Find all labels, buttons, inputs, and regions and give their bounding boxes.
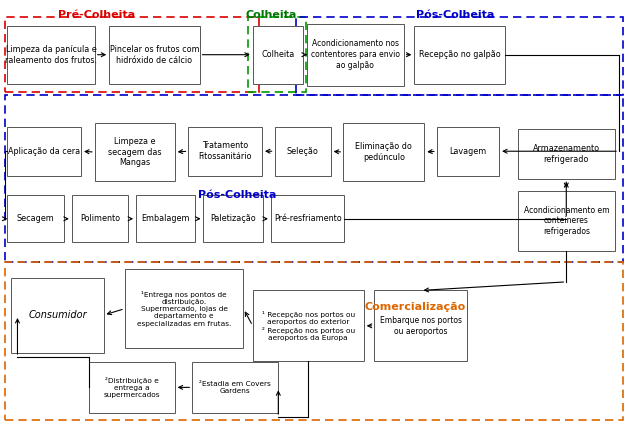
Bar: [275, 127, 331, 176]
Text: Acondicionamento em
conteineres
refrigerados: Acondicionamento em conteineres refriger…: [524, 205, 609, 236]
Bar: [192, 362, 278, 413]
Bar: [95, 123, 175, 181]
Bar: [253, 290, 364, 361]
Bar: [5, 262, 623, 420]
Bar: [518, 129, 615, 179]
Text: Paletização: Paletização: [210, 214, 256, 223]
Text: Limpeza da panícula e
raleamento dos frutos.: Limpeza da panícula e raleamento dos fru…: [5, 45, 97, 65]
Bar: [248, 17, 306, 92]
Text: Pré-resfriamento: Pré-resfriamento: [274, 214, 341, 223]
Bar: [125, 269, 243, 348]
Text: ¹Entrega nos pontos de
distribuição.
Supermercado, lojas de
departamento e
espec: ¹Entrega nos pontos de distribuição. Sup…: [137, 291, 232, 326]
Text: Pós-Colheita: Pós-Colheita: [198, 190, 276, 200]
Bar: [271, 195, 344, 242]
Text: ¹ Recepção nos portos ou
aeroportos do exterior
² Recepção nos portos ou
aeropor: ¹ Recepção nos portos ou aeroportos do e…: [261, 311, 355, 341]
Bar: [374, 290, 467, 361]
Text: Limpeza e
secagem das
Mangas: Limpeza e secagem das Mangas: [108, 137, 162, 167]
Bar: [188, 127, 262, 176]
Bar: [89, 362, 175, 413]
Bar: [414, 26, 505, 84]
Bar: [296, 17, 623, 95]
Bar: [5, 95, 623, 262]
Text: Embalagem: Embalagem: [142, 214, 190, 223]
Text: Consumidor: Consumidor: [28, 310, 87, 320]
Text: ²Distribuição e
entrega a
supermercados: ²Distribuição e entrega a supermercados: [104, 377, 160, 398]
Bar: [203, 195, 263, 242]
Text: Colheita: Colheita: [261, 50, 295, 59]
Bar: [11, 278, 104, 353]
Text: Lavagem: Lavagem: [449, 147, 487, 156]
Text: Seleção: Seleção: [286, 147, 319, 156]
Bar: [7, 195, 64, 242]
Text: Pré-Colheita: Pré-Colheita: [58, 10, 135, 21]
Text: Embarque nos portos
ou aeroportos: Embarque nos portos ou aeroportos: [379, 316, 462, 336]
Text: Tratamento
Fitossanitário: Tratamento Fitossanitário: [198, 141, 252, 161]
Bar: [253, 26, 303, 84]
Bar: [437, 127, 499, 176]
Bar: [7, 127, 81, 176]
Bar: [72, 195, 128, 242]
Text: Aplicação da cera: Aplicação da cera: [8, 147, 80, 156]
Text: Pincelar os frutos com
hidróxido de cálcio: Pincelar os frutos com hidróxido de cálc…: [110, 45, 199, 65]
Text: ²Estadia em Covers
Gardens: ²Estadia em Covers Gardens: [200, 381, 271, 394]
Text: Comercialização: Comercialização: [364, 302, 466, 312]
Bar: [307, 24, 404, 86]
Bar: [109, 26, 200, 84]
Bar: [518, 191, 615, 251]
Text: Polimento: Polimento: [80, 214, 120, 223]
Text: Armazenamento
refrigerado: Armazenamento refrigerado: [533, 144, 600, 164]
Bar: [7, 26, 95, 84]
Text: Colheita: Colheita: [246, 10, 297, 21]
Text: Eliminação do
pedúnculo: Eliminação do pedúnculo: [355, 142, 412, 162]
Text: Pós-Colheita: Pós-Colheita: [416, 10, 495, 21]
Bar: [136, 195, 195, 242]
Text: Acondicionamento nos
contentores para envio
ao galpão: Acondicionamento nos contentores para en…: [311, 39, 400, 70]
Bar: [5, 17, 259, 92]
Text: Secagem: Secagem: [17, 214, 54, 223]
Text: Recepção no galpão: Recepção no galpão: [419, 50, 500, 59]
Bar: [343, 123, 424, 181]
